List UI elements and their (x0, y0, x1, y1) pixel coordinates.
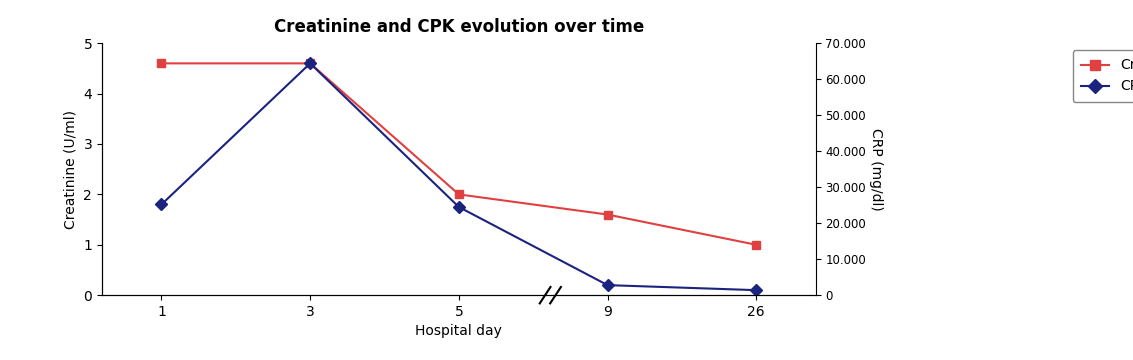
Legend: Creatinine, CPK: Creatinine, CPK (1073, 50, 1133, 102)
Title: Creatinine and CPK evolution over time: Creatinine and CPK evolution over time (274, 18, 644, 36)
Y-axis label: CRP (mg/dl): CRP (mg/dl) (869, 128, 883, 211)
X-axis label: Hospital day: Hospital day (416, 324, 502, 338)
Y-axis label: Creatinine (U/ml): Creatinine (U/ml) (63, 110, 78, 229)
